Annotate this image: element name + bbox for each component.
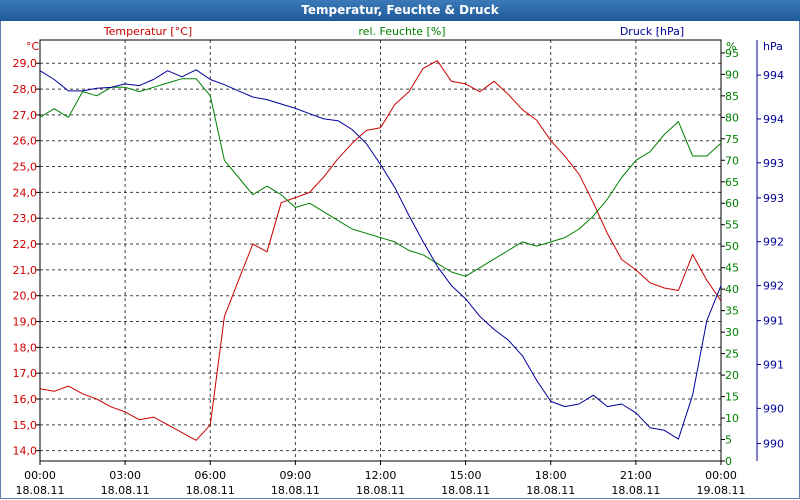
humidity-tick-label: 15 <box>725 391 739 404</box>
pressure-axis: 990 990 991 991 992 992 993 993 994 994 <box>757 69 784 450</box>
time-tick-label: 06:00 <box>194 469 226 482</box>
date-tick-label: 18.08.11 <box>526 484 575 497</box>
date-tick-label: 19.08.11 <box>697 484 746 497</box>
temperature-tick-label: 20,0 <box>13 290 38 303</box>
pressure-tick-label: 994 <box>763 69 784 82</box>
date-tick-label: 18.08.11 <box>271 484 320 497</box>
pressure-tick-label: 991 <box>763 359 784 372</box>
pressure-tick-label: 990 <box>763 437 784 450</box>
temperature-tick-label: 15,0 <box>13 419 38 432</box>
temperature-tick-label: 17,0 <box>13 367 38 380</box>
humidity-tick-label: 10 <box>725 412 739 425</box>
humidity-tick-label: 85 <box>725 90 739 103</box>
window-title: Temperatur, Feuchte & Druck <box>0 0 800 21</box>
pressure-tick-label: 992 <box>763 280 784 293</box>
humidity-tick-label: 60 <box>725 197 739 210</box>
humidity-axis-title: rel. Feuchte [%] <box>358 25 445 38</box>
date-tick-label: 18.08.11 <box>611 484 660 497</box>
temperature-tick-label: 28,0 <box>13 83 38 96</box>
time-tick-label: 09:00 <box>280 469 312 482</box>
temperature-tick-label: 25,0 <box>13 161 38 174</box>
temperature-tick-label: 27,0 <box>13 109 38 122</box>
pressure-tick-label: 991 <box>763 315 784 328</box>
date-tick-label: 18.08.11 <box>186 484 235 497</box>
temperature-axis-title: Temperatur [°C] <box>103 25 192 38</box>
humidity-tick-label: 40 <box>725 283 739 296</box>
temperature-tick-label: 23,0 <box>13 212 38 225</box>
temperature-tick-label: 18,0 <box>13 341 38 354</box>
temperature-tick-label: 24,0 <box>13 186 38 199</box>
time-tick-label: 12:00 <box>365 469 397 482</box>
humidity-tick-label: 80 <box>725 111 739 124</box>
pressure-axis-title: Druck [hPa] <box>620 25 684 38</box>
series-layer <box>39 60 722 441</box>
humidity-tick-label: 25 <box>725 348 739 361</box>
date-tick-label: 18.08.11 <box>441 484 490 497</box>
time-axis: 00:00 18.08.11 03:00 18.08.11 06:00 18.08.11 0… <box>16 461 746 497</box>
pressure-tick-label: 993 <box>763 157 784 170</box>
temperature-tick-label: 21,0 <box>13 264 38 277</box>
date-tick-label: 18.08.11 <box>16 484 65 497</box>
temperature-axis: 14,0 15,0 16,0 17,0 18,0 19,0 20,0 21,0 22,0 23,0… <box>13 57 40 458</box>
grid-lines <box>40 40 721 461</box>
time-tick-label: 18:00 <box>535 469 567 482</box>
temperature-line <box>39 60 722 441</box>
date-tick-label: 18.08.11 <box>356 484 405 497</box>
time-tick-label: 03:00 <box>109 469 141 482</box>
humidity-tick-label: 45 <box>725 262 739 275</box>
time-tick-label: 15:00 <box>450 469 482 482</box>
humidity-tick-label: 5 <box>725 434 732 447</box>
humidity-tick-label: 65 <box>725 176 739 189</box>
time-tick-label: 00:00 <box>705 469 737 482</box>
humidity-tick-label: 30 <box>725 326 739 339</box>
pressure-tick-label: 990 <box>763 402 784 415</box>
humidity-line <box>39 78 722 277</box>
humidity-tick-label: 50 <box>725 240 739 253</box>
temperature-tick-label: 14,0 <box>13 445 38 458</box>
humidity-tick-label: 35 <box>725 305 739 318</box>
humidity-unit-label: % <box>726 40 736 53</box>
temperature-tick-label: 22,0 <box>13 238 38 251</box>
temperature-tick-label: 26,0 <box>13 135 38 148</box>
temperature-unit-label: °C <box>26 40 40 53</box>
pressure-unit-label: hPa <box>763 40 783 53</box>
humidity-tick-label: 55 <box>725 219 739 232</box>
humidity-tick-label: 20 <box>725 369 739 382</box>
humidity-tick-label: 90 <box>725 68 739 81</box>
humidity-tick-label: 0 <box>725 455 732 468</box>
time-tick-label: 00:00 <box>24 469 56 482</box>
time-tick-label: 21:00 <box>620 469 652 482</box>
pressure-tick-label: 992 <box>763 236 784 249</box>
temperature-tick-label: 16,0 <box>13 393 38 406</box>
humidity-tick-label: 95 <box>725 47 739 60</box>
humidity-axis: 0 5 10 15 20 25 30 35 40 45 50 55 60 65 70 75 80 85 90 95 <box>721 47 739 468</box>
temperature-tick-label: 29,0 <box>13 57 38 70</box>
date-tick-label: 18.08.11 <box>101 484 150 497</box>
humidity-tick-label: 75 <box>725 133 739 146</box>
humidity-tick-label: 70 <box>725 154 739 167</box>
temperature-tick-label: 19,0 <box>13 316 38 329</box>
pressure-line <box>39 69 722 440</box>
pressure-tick-label: 994 <box>763 113 784 126</box>
pressure-tick-label: 993 <box>763 192 784 205</box>
